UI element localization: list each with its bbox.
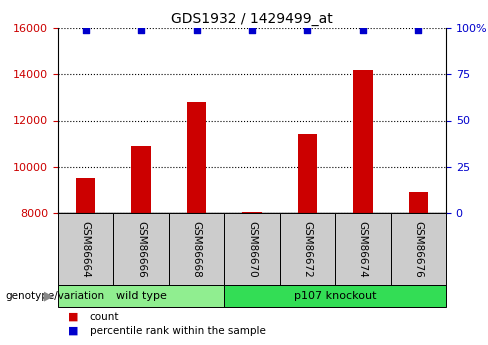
Text: GSM86664: GSM86664 <box>81 220 91 277</box>
Text: p107 knockout: p107 knockout <box>294 291 376 301</box>
Bar <box>224 213 280 285</box>
Title: GDS1932 / 1429499_at: GDS1932 / 1429499_at <box>171 12 333 26</box>
Text: GSM86676: GSM86676 <box>413 220 423 277</box>
Bar <box>131 146 151 213</box>
Text: ■: ■ <box>68 312 78 322</box>
Bar <box>169 213 224 285</box>
Text: genotype/variation: genotype/variation <box>5 291 104 301</box>
Bar <box>58 285 224 307</box>
Text: GSM86674: GSM86674 <box>358 220 368 277</box>
Bar <box>280 213 335 285</box>
Point <box>193 27 201 33</box>
Text: ■: ■ <box>68 326 78 336</box>
Point <box>304 27 311 33</box>
Bar <box>390 213 446 285</box>
Point <box>137 27 145 33</box>
Point <box>414 27 422 33</box>
Text: count: count <box>90 312 119 322</box>
Text: GSM86670: GSM86670 <box>247 221 257 277</box>
Bar <box>353 70 372 213</box>
Bar <box>335 213 390 285</box>
Text: wild type: wild type <box>116 291 166 301</box>
Bar <box>76 178 96 213</box>
Bar <box>298 134 317 213</box>
Point <box>248 27 256 33</box>
Point <box>82 27 90 33</box>
Point <box>359 27 367 33</box>
Text: ▶: ▶ <box>43 289 53 303</box>
Bar <box>187 102 206 213</box>
Text: percentile rank within the sample: percentile rank within the sample <box>90 326 265 336</box>
Bar <box>113 213 169 285</box>
Bar <box>243 212 262 213</box>
Bar <box>224 285 446 307</box>
Bar <box>58 213 113 285</box>
Text: GSM86668: GSM86668 <box>192 220 202 277</box>
Bar <box>408 192 428 213</box>
Text: GSM86672: GSM86672 <box>303 220 312 277</box>
Text: GSM86666: GSM86666 <box>136 220 146 277</box>
